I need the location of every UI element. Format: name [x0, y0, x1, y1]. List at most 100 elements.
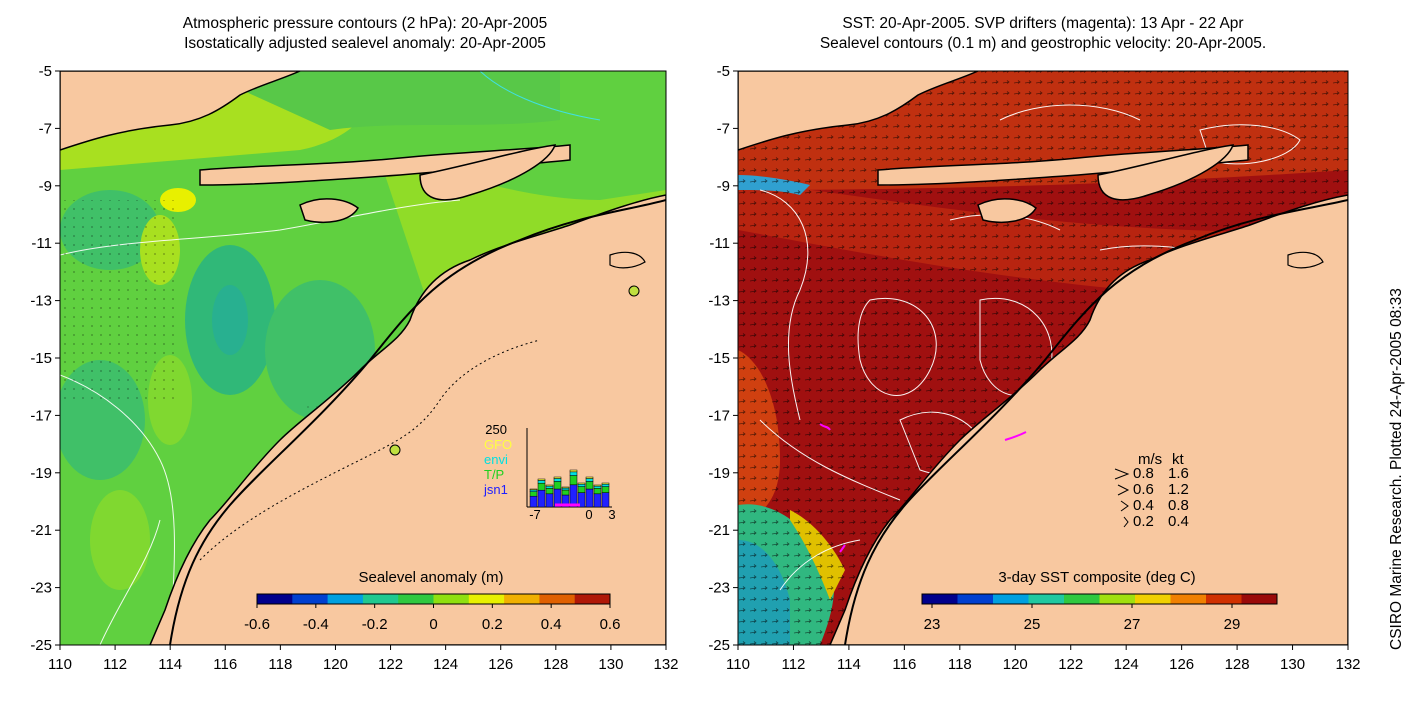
left-lon-label: 110	[48, 656, 72, 673]
sst-colorbar-swatch	[1241, 594, 1278, 604]
left-lon-label: 126	[488, 656, 513, 673]
inset-bar	[601, 492, 610, 508]
left-lon-label: 116	[213, 656, 237, 673]
sst-colorbar-swatch	[1135, 594, 1171, 604]
inset-bar	[545, 484, 554, 487]
sst-colorbar-tick: 29	[1224, 616, 1241, 633]
velocity-key-ms: 0.4	[1133, 497, 1154, 514]
inset-bar	[553, 476, 562, 479]
inset-bar	[545, 488, 554, 495]
sealevel-colorbar-swatch	[362, 594, 399, 604]
inset-bar	[529, 488, 538, 491]
velocity-key-arrow	[1123, 516, 1129, 528]
inset-bar	[577, 482, 586, 485]
inset-bar	[537, 482, 546, 491]
velocity-key-kt: 1.6	[1168, 465, 1189, 482]
right-lon-label: 130	[1280, 656, 1305, 673]
inset-bar	[601, 486, 610, 493]
drifter-track	[819, 423, 831, 431]
sealevel-colorbar-tick: -0.2	[362, 616, 388, 633]
inset-bar	[529, 491, 538, 497]
left-axes: -5 -7 -9 -11 -13 -15 -17 -19 -21 -23 -25 110 112 114 1…	[30, 63, 678, 673]
right-lon-label: 122	[1058, 656, 1083, 673]
left-lon-label: 124	[433, 656, 458, 673]
sealevel-colorbar: -0.6 -0.4 -0.2 0 0.2 0.4 0.6	[244, 593, 621, 633]
right-lat-label: -21	[708, 522, 730, 539]
velocity-key-kt: 0.4	[1168, 513, 1189, 530]
inset-bar	[561, 487, 570, 491]
inset-legend-item: jsn1	[483, 482, 508, 497]
inset-bar	[585, 488, 594, 508]
right-lon-label: 128	[1225, 656, 1250, 673]
left-lon-label: 132	[653, 656, 678, 673]
right-lon-label: 126	[1169, 656, 1194, 673]
sst-colorbar-tick: 27	[1124, 616, 1141, 633]
velocity-key: m/s kt 0.8 1.60.6 1.20.4 0.80.2 0.4	[1114, 451, 1189, 530]
inset-bar	[577, 486, 586, 493]
right-lon-label: 124	[1114, 656, 1139, 673]
inset-bar	[553, 478, 562, 482]
sealevel-colorbar-swatch	[539, 594, 576, 604]
left-title-line2: Isostatically adjusted sealevel anomaly:…	[184, 35, 546, 52]
right-lon-label: 116	[892, 656, 916, 673]
left-lat-label: -23	[30, 580, 52, 597]
sealevel-colorbar-tick: 0.2	[482, 616, 503, 633]
left-lat-label: -19	[30, 465, 52, 482]
velocity-key-ms: 0.8	[1133, 465, 1154, 482]
left-lat-label: -5	[39, 63, 52, 80]
sst-colorbar-swatch	[1206, 594, 1242, 604]
inset-bar	[593, 484, 602, 487]
sst-colorbar-tick: 23	[924, 616, 941, 633]
right-lon-label: 112	[781, 656, 805, 673]
sealevel-colorbar-swatch	[257, 594, 293, 604]
inset-bar	[529, 495, 538, 508]
velocity-key-arrow	[1114, 468, 1130, 480]
inset-bar	[593, 485, 602, 489]
sealevel-colorbar-tick: 0.6	[600, 616, 621, 633]
sst-colorbar-tick: 25	[1024, 616, 1041, 633]
left-map-title: Atmospheric pressure contours (2 hPa): 2…	[60, 14, 670, 54]
velocity-key-ms: 0.6	[1133, 481, 1154, 498]
sst-colorbar-swatch	[1028, 594, 1065, 604]
inset-bar	[585, 476, 594, 479]
sealevel-colorbar-swatch	[292, 594, 329, 604]
left-lat-label: -7	[39, 120, 52, 137]
left-lat-label: -15	[30, 350, 52, 367]
inset-legend-item: T/P	[484, 467, 504, 482]
inset-x-label-2: 3	[608, 507, 615, 522]
right-axes: -5 -7 -9 -11 -13 -15 -17 -19 -21 -23 -25 110 112 114 1…	[708, 63, 1360, 673]
left-lat-label: -21	[30, 522, 52, 539]
left-lat-label: -13	[30, 293, 52, 310]
sealevel-colorbar-swatch	[433, 594, 470, 604]
inset-legend-item: GFO	[484, 437, 512, 452]
inset-bar	[569, 471, 578, 476]
left-lon-label: 130	[598, 656, 623, 673]
inset-bar	[537, 480, 546, 484]
sst-colorbar-label: 3-day SST composite (deg C)	[998, 569, 1195, 586]
left-lon-label: 128	[543, 656, 568, 673]
inset-bar	[577, 483, 586, 487]
velocity-key-header-ms: m/s	[1138, 451, 1162, 468]
inset-legend-item: envi	[484, 452, 508, 467]
inset-bar	[593, 493, 602, 508]
inset-bar	[585, 478, 594, 482]
sst-map	[738, 71, 1348, 645]
right-lat-label: -13	[708, 293, 730, 310]
right-map-title: SST: 20-Apr-2005. SVP drifters (magenta)…	[738, 14, 1348, 54]
sst-colorbar-swatch	[993, 594, 1029, 604]
inset-x-label-0: -7	[529, 507, 541, 522]
inset-bar	[545, 485, 554, 489]
velocity-key-kt: 1.2	[1168, 481, 1189, 498]
inset-bar	[601, 483, 610, 487]
sealevel-colorbar-tick: 0	[429, 616, 437, 633]
inset-bar	[569, 475, 578, 486]
right-lat-label: -17	[708, 407, 730, 424]
sealevel-colorbar-swatch	[468, 594, 505, 604]
velocity-key-ms: 0.2	[1133, 513, 1154, 530]
velocity-key-header-kt: kt	[1172, 451, 1185, 468]
sealevel-anomaly-map	[60, 71, 666, 645]
sst-colorbar-swatch	[922, 594, 958, 604]
left-lat-label: -11	[31, 235, 52, 252]
